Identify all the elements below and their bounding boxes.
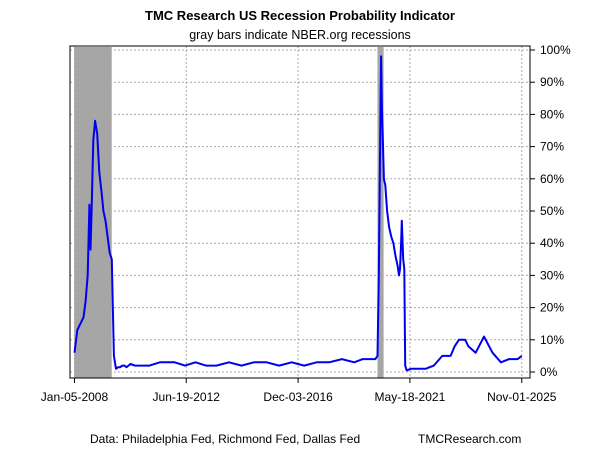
y-tick-label: 90% bbox=[540, 75, 564, 89]
y-tick-label: 50% bbox=[540, 204, 564, 218]
recession-bands bbox=[74, 47, 384, 378]
x-tick-label: Jun-19-2012 bbox=[153, 390, 221, 404]
plot-lines bbox=[73, 55, 523, 372]
site-credit: TMCResearch.com bbox=[418, 432, 522, 446]
plot-frame bbox=[69, 45, 531, 379]
x-tick-label: May-18-2021 bbox=[375, 390, 446, 404]
y-tick-label: 30% bbox=[540, 268, 564, 282]
chart-title: TMC Research US Recession Probability In… bbox=[145, 8, 455, 23]
x-tick-label: Jan-05-2008 bbox=[41, 390, 109, 404]
y-tick-label: 0% bbox=[540, 365, 558, 379]
series-line-1 bbox=[73, 55, 523, 372]
y-tick-label: 40% bbox=[540, 236, 564, 250]
recession-band-2 bbox=[377, 47, 384, 378]
source-note: Data: Philadelphia Fed, Richmond Fed, Da… bbox=[90, 432, 361, 446]
y-tick-label: 70% bbox=[540, 140, 564, 154]
y-tick-label: 100% bbox=[540, 43, 571, 57]
grid-lines bbox=[70, 46, 530, 378]
x-tick-label: Dec-03-2016 bbox=[263, 390, 333, 404]
x-tick-label: Nov-01-2025 bbox=[487, 390, 557, 404]
y-tick-label: 20% bbox=[540, 301, 564, 315]
y-tick-label: 10% bbox=[540, 333, 564, 347]
y-tick-label: 60% bbox=[540, 172, 564, 186]
y-tick-label: 80% bbox=[540, 107, 564, 121]
axes: Jan-05-2008 Jun-19-2012 Dec-03-2016 May-18-… bbox=[41, 43, 571, 404]
recession-band-1 bbox=[74, 47, 112, 378]
chart-subtitle: gray bars indicate NBER.org recessions bbox=[189, 28, 411, 42]
